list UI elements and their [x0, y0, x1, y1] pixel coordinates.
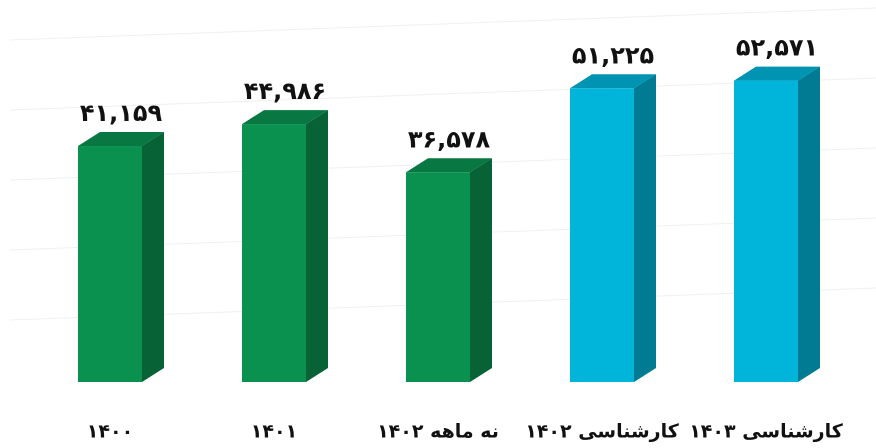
bar	[406, 172, 470, 382]
bar	[570, 88, 634, 382]
bar-side	[798, 67, 820, 382]
bar	[242, 124, 306, 382]
x-tick-label: ۱۴۰۱	[251, 421, 297, 443]
bar	[78, 146, 142, 382]
bar-side	[470, 158, 492, 382]
value-label: ۴۱,۱۵۹	[80, 99, 163, 127]
x-tick-label: کارشناسی ۱۴۰۳	[689, 421, 844, 443]
value-label: ۵۲,۵۷۱	[736, 34, 818, 62]
x-tick-label: نه ماهه ۱۴۰۲	[377, 421, 499, 443]
bar-side	[142, 132, 164, 382]
value-label: ۵۱,۲۲۵	[572, 41, 654, 69]
x-tick-label: ۱۴۰۰	[87, 421, 133, 443]
x-tick-label: کارشناسی ۱۴۰۲	[525, 421, 680, 443]
chart: ۴۱,۱۵۹ ۱۴۰۰ ۴۴,۹۸۶ ۱۴۰۱ ۳۶,۵۷۸ نه ماهه ۱۴۰۲ ۵۱…	[0, 0, 876, 448]
value-label: ۴۴,۹۸۶	[244, 77, 326, 105]
bar	[734, 81, 798, 382]
value-label: ۳۶,۵۷۸	[408, 125, 491, 153]
bar-side	[306, 110, 328, 382]
bar-side	[634, 74, 656, 382]
